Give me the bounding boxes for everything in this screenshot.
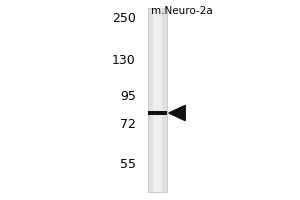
Text: 95: 95 — [120, 90, 136, 102]
Text: 130: 130 — [112, 53, 136, 66]
Text: 55: 55 — [120, 158, 136, 170]
Bar — [148, 8, 167, 192]
Bar — [153, 8, 162, 192]
Polygon shape — [169, 105, 185, 121]
Text: 72: 72 — [120, 117, 136, 130]
Text: 250: 250 — [112, 11, 136, 24]
Text: m.Neuro-2a: m.Neuro-2a — [151, 6, 212, 16]
Bar — [148, 111, 167, 115]
